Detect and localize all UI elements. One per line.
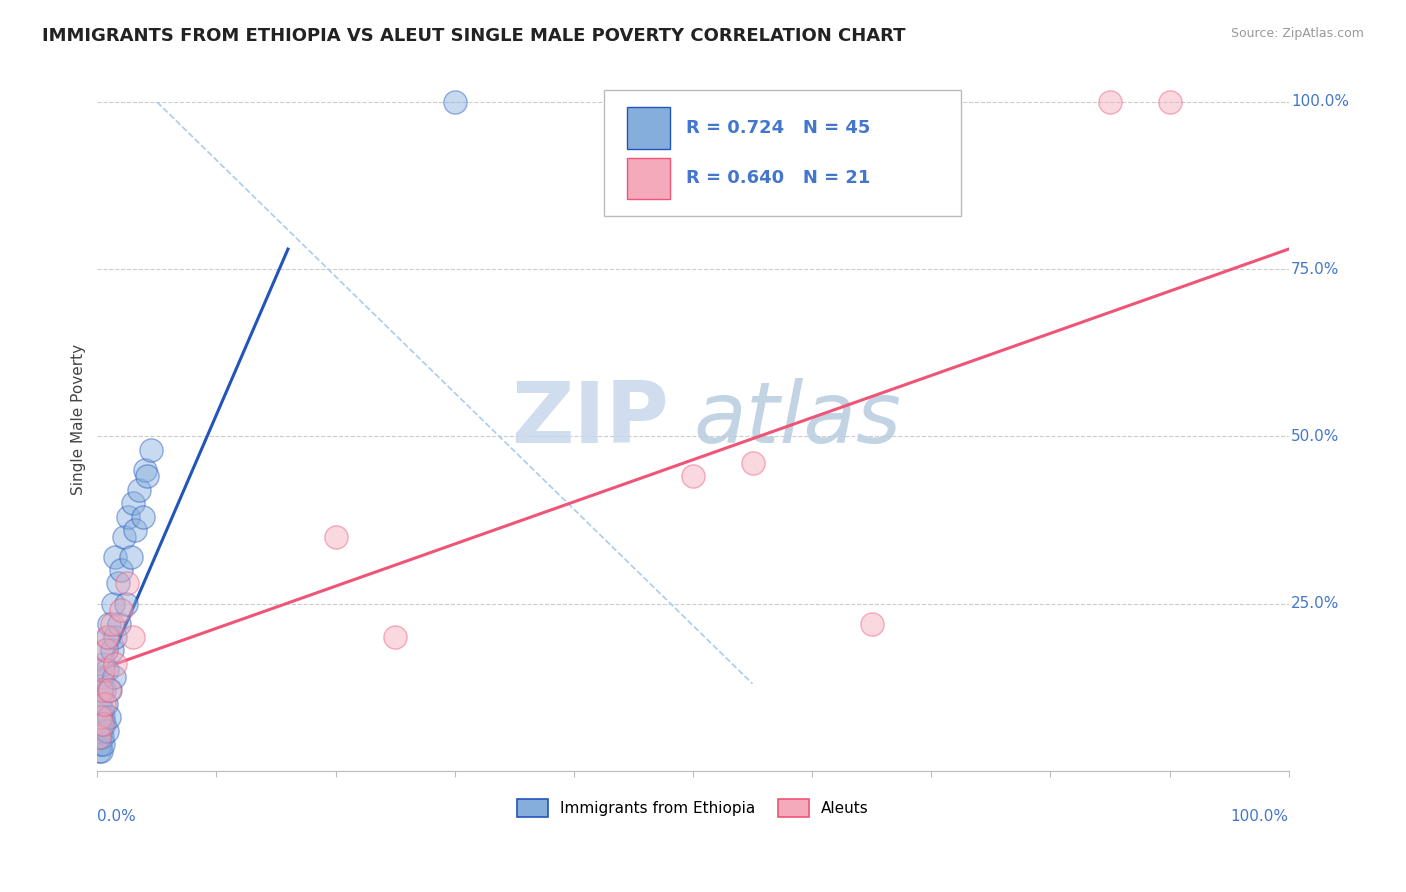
Point: [104, 549, 127, 564]
FancyBboxPatch shape: [627, 107, 671, 149]
Text: 100.0%: 100.0%: [1230, 809, 1289, 824]
Point: [139, 442, 162, 457]
Text: Source: ZipAtlas.com: Source: ZipAtlas.com: [1230, 27, 1364, 40]
Legend: Immigrants from Ethiopia, Aleuts: Immigrants from Ethiopia, Aleuts: [512, 793, 875, 822]
Point: [1159, 95, 1181, 109]
Point: [94, 697, 117, 711]
Point: [682, 469, 704, 483]
Point: [90, 723, 112, 738]
Point: [93, 683, 115, 698]
Point: [1098, 95, 1121, 109]
Point: [325, 530, 347, 544]
Point: [115, 597, 138, 611]
Point: [87, 744, 110, 758]
Point: [98, 710, 121, 724]
Point: [115, 576, 138, 591]
Point: [443, 95, 465, 109]
Text: 100.0%: 100.0%: [1291, 95, 1348, 110]
Text: atlas: atlas: [693, 378, 901, 461]
Point: [134, 463, 156, 477]
Point: [89, 737, 111, 751]
Point: [98, 683, 121, 698]
Point: [94, 643, 117, 657]
Text: 0.0%: 0.0%: [97, 809, 136, 824]
Point: [90, 683, 112, 698]
Point: [136, 469, 159, 483]
Y-axis label: Single Male Poverty: Single Male Poverty: [72, 344, 86, 495]
Point: [91, 737, 114, 751]
Point: [103, 670, 125, 684]
Point: [96, 664, 118, 678]
Point: [107, 616, 129, 631]
Point: [93, 697, 115, 711]
Text: 25.0%: 25.0%: [1291, 596, 1340, 611]
Point: [97, 630, 120, 644]
Point: [93, 717, 115, 731]
Text: 50.0%: 50.0%: [1291, 429, 1340, 444]
Point: [122, 496, 145, 510]
Point: [860, 616, 883, 631]
Point: [94, 643, 117, 657]
Point: [128, 483, 150, 497]
Point: [107, 576, 129, 591]
Point: [96, 630, 118, 644]
Point: [117, 509, 139, 524]
Text: 75.0%: 75.0%: [1291, 261, 1340, 277]
Text: R = 0.724   N = 45: R = 0.724 N = 45: [686, 119, 870, 136]
Point: [90, 710, 112, 724]
Point: [100, 643, 122, 657]
Point: [104, 657, 127, 671]
Point: [91, 717, 114, 731]
Text: IMMIGRANTS FROM ETHIOPIA VS ALEUT SINGLE MALE POVERTY CORRELATION CHART: IMMIGRANTS FROM ETHIOPIA VS ALEUT SINGLE…: [42, 27, 905, 45]
Point: [384, 630, 406, 644]
Point: [91, 657, 114, 671]
Point: [101, 597, 124, 611]
Point: [96, 723, 118, 738]
Point: [91, 670, 114, 684]
Point: [91, 704, 114, 718]
Point: [100, 683, 122, 698]
Point: [122, 630, 145, 644]
Point: [124, 523, 146, 537]
FancyBboxPatch shape: [627, 158, 671, 199]
Point: [110, 603, 132, 617]
Point: [104, 630, 127, 644]
Text: ZIP: ZIP: [512, 378, 669, 461]
Point: [89, 697, 111, 711]
Point: [741, 456, 763, 470]
Point: [131, 509, 153, 524]
Point: [89, 710, 111, 724]
Point: [87, 731, 110, 745]
Point: [90, 683, 112, 698]
Text: R = 0.640   N = 21: R = 0.640 N = 21: [686, 169, 870, 187]
Point: [90, 744, 112, 758]
Point: [91, 731, 114, 745]
Point: [112, 530, 135, 544]
FancyBboxPatch shape: [603, 89, 962, 216]
Point: [100, 616, 122, 631]
Point: [87, 731, 110, 745]
Point: [110, 563, 132, 577]
Point: [91, 664, 114, 678]
Point: [120, 549, 142, 564]
Point: [91, 710, 114, 724]
Point: [98, 616, 121, 631]
Point: [89, 717, 111, 731]
